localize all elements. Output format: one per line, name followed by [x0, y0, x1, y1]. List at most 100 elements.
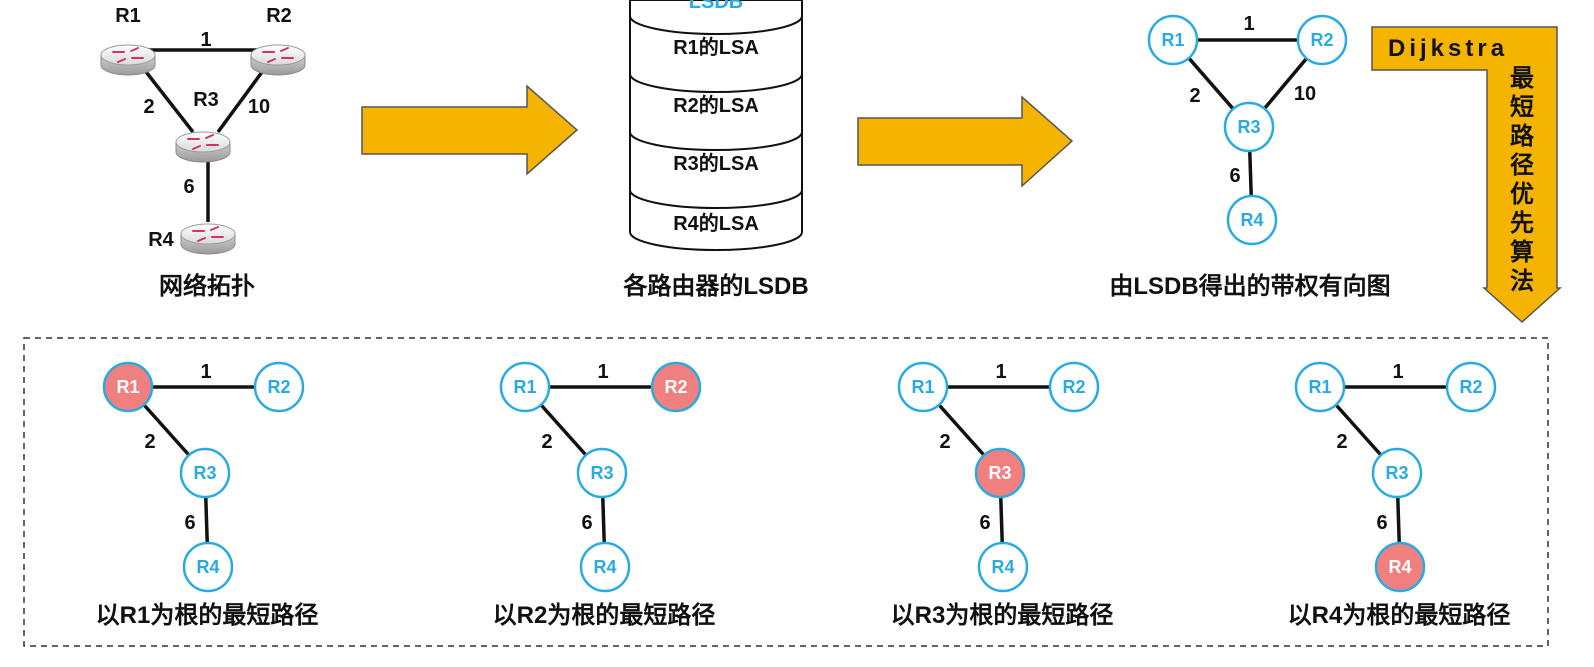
- dijkstra-char: 优: [1510, 180, 1534, 208]
- node-r1: R1: [897, 361, 949, 413]
- edge-r3-r4: [601, 496, 606, 544]
- dijkstra-char: 法: [1510, 268, 1534, 295]
- topo-edge-r2-r3: [216, 66, 267, 134]
- tree-caption: 以R2为根的最短路径: [493, 601, 716, 629]
- edge-cost-label: 6: [581, 512, 592, 534]
- node-r2: R2: [1048, 361, 1100, 413]
- node-r1: R1: [1147, 14, 1199, 66]
- router-icon: [180, 223, 236, 255]
- edge-cost-label: 10: [1294, 83, 1316, 105]
- lsdb-entry-r2: R2的LSA: [673, 93, 759, 117]
- topo-cost-r3-r4: 6: [183, 176, 194, 198]
- edge-r2-r3: [1263, 57, 1308, 110]
- svg-text:R1: R1: [1308, 377, 1331, 397]
- node-r4: R4: [1226, 194, 1278, 246]
- dijkstra-char: 最: [1510, 65, 1535, 92]
- lsdb-entry-r3: R3的LSA: [673, 151, 759, 175]
- lsdb-divider: [629, 73, 803, 93]
- topo-cost-r2-r3: 10: [248, 96, 270, 118]
- svg-text:R2: R2: [1310, 30, 1333, 50]
- node-r3: R3: [576, 447, 628, 499]
- weighted-graph: 1 2 10 6 R1 R2 R3 R4: [1147, 13, 1348, 246]
- topology-caption: 网络拓扑: [159, 272, 255, 300]
- tree-caption: 以R1为根的最短路径: [96, 601, 319, 629]
- topo-edge-r1-r3: [141, 66, 195, 134]
- edge-cost-label: 2: [541, 431, 552, 453]
- right-arrow-icon: [361, 84, 579, 176]
- edge-cost-label: 6: [979, 512, 990, 534]
- lsdb-database: LSDB R1的LSA R2的LSA R3的LSA R4的LSA 各路由器的LS…: [622, 0, 809, 300]
- lsdb-cylinder-body: [629, 0, 803, 251]
- svg-text:R1: R1: [513, 377, 536, 397]
- edge-r3-r4: [1248, 150, 1253, 197]
- svg-text:R1: R1: [1161, 30, 1184, 50]
- svg-text:R2: R2: [1062, 377, 1085, 397]
- down-arrow-icon: [1371, 26, 1562, 324]
- topo-label-r2: R2: [266, 5, 292, 27]
- router-icon: [250, 44, 306, 76]
- node-r4: R4: [182, 541, 234, 593]
- node-r4-root: R4: [1374, 541, 1426, 593]
- topo-label-r3: R3: [193, 89, 219, 111]
- edge-r1-r3: [539, 403, 588, 457]
- dijkstra-char: 径: [1510, 152, 1534, 179]
- lsdb-top-label: LSDB: [689, 0, 743, 13]
- node-r3: R3: [1371, 447, 1423, 499]
- lsdb-divider: [629, 131, 803, 151]
- node-r2: R2: [253, 361, 305, 413]
- svg-text:R2: R2: [1459, 377, 1482, 397]
- svg-text:R2: R2: [664, 377, 687, 397]
- edge-r3-r4: [999, 496, 1004, 544]
- edge-cost-label: 2: [1336, 431, 1347, 453]
- edge-cost-label: 2: [144, 431, 155, 453]
- svg-text:R4: R4: [991, 557, 1014, 577]
- edge-r3-r4: [204, 496, 209, 544]
- svg-text:R3: R3: [590, 463, 613, 483]
- edge-cost-label: 1: [995, 361, 1006, 383]
- edge-r1-r3: [142, 403, 191, 457]
- lsdb-divider: [629, 15, 803, 35]
- edge-r3-r4: [1396, 496, 1401, 544]
- shortest-path-tree-r4: 1 2 6 R1 R2 R3 R4 以R4为根的最短路径: [1288, 361, 1511, 629]
- shortest-path-trees-box: [23, 337, 1549, 647]
- topo-label-r1: R1: [115, 5, 141, 27]
- edge-cost-label: 2: [939, 431, 950, 453]
- svg-text:R3: R3: [193, 463, 216, 483]
- tree-caption: 以R4为根的最短路径: [1288, 601, 1511, 629]
- lsdb-entry-r4: R4的LSA: [673, 211, 759, 235]
- topo-cost-r1-r3: 2: [143, 96, 154, 118]
- edge-cost-label: 2: [1189, 85, 1200, 107]
- edge-cost-label: 1: [1392, 361, 1403, 383]
- edge-cost-label: 6: [1376, 512, 1387, 534]
- node-r1-root: R1: [102, 361, 154, 413]
- dijkstra-char: 先: [1510, 210, 1534, 237]
- edge-r1-r3: [1334, 403, 1383, 457]
- edge-r1-r3: [937, 403, 986, 457]
- node-r3-root: R3: [974, 447, 1026, 499]
- svg-text:R4: R4: [593, 557, 616, 577]
- node-r1: R1: [499, 361, 551, 413]
- graph-caption: 由LSDB得出的带权有向图: [1109, 272, 1390, 300]
- shortest-path-tree-r1: 1 2 6 R1 R2 R3 R4 以R1为根的最短路径: [96, 361, 319, 629]
- lsdb-caption: 各路由器的LSDB: [622, 272, 808, 300]
- svg-text:R4: R4: [1388, 557, 1411, 577]
- edge-cost-label: 1: [200, 361, 211, 383]
- right-arrow-icon: [857, 95, 1074, 188]
- node-r2: R2: [1296, 14, 1348, 66]
- svg-text:R4: R4: [196, 557, 219, 577]
- dijkstra-label: Dijkstra: [1388, 35, 1508, 62]
- tree-caption: 以R3为根的最短路径: [891, 601, 1114, 629]
- dijkstra-char: 算: [1510, 238, 1534, 266]
- svg-text:R3: R3: [988, 463, 1011, 483]
- router-icon: [175, 131, 231, 163]
- svg-text:R1: R1: [911, 377, 934, 397]
- svg-text:R4: R4: [1240, 210, 1263, 230]
- lsdb-divider: [629, 189, 803, 209]
- edge-cost-label: 6: [184, 512, 195, 534]
- shortest-path-tree-r2: 1 2 6 R1 R2 R3 R4 以R2为根的最短路径: [493, 361, 716, 629]
- lsdb-entry-r1: R1的LSA: [673, 35, 759, 59]
- node-r2-root: R2: [650, 361, 702, 413]
- router-icon: [100, 44, 156, 76]
